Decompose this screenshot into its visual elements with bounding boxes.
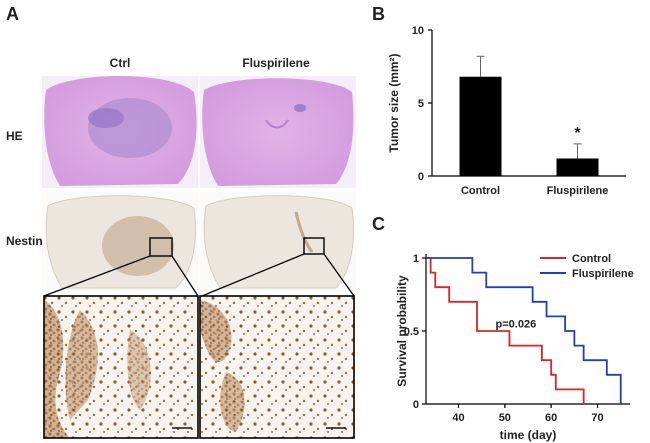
y-tick-label: 1: [413, 253, 419, 265]
panel-label-b: B: [372, 4, 385, 24]
nestin-fluspirilene-magnified: [199, 295, 355, 439]
y-axis-label: Survival probability: [395, 275, 409, 387]
y-tick-label: 0: [418, 171, 424, 183]
he-ctrl-image: [42, 76, 198, 188]
column-header-ctrl: Ctrl: [110, 56, 131, 70]
nestin-ctrl-magnified: [43, 295, 199, 439]
survival-chart: 0 0.5 1 40 50 60 70 Control Fluspirilene p=0.026 t…: [395, 253, 634, 442]
nestin-ctrl-image: [42, 192, 198, 292]
nestin-fluspirilene-image: [200, 192, 356, 292]
nestin-fluspirilene-inset-box: [303, 237, 325, 255]
he-fluspirilene-image: [200, 76, 356, 188]
y-tick-label: 5: [418, 98, 424, 110]
category-label: Fluspirilene: [547, 185, 609, 197]
column-header-fluspirilene: Fluspirilene: [242, 56, 310, 70]
row-label-nestin: Nestin: [6, 234, 43, 248]
p-value-annotation: p=0.026: [496, 319, 537, 331]
significance-marker: *: [574, 125, 581, 142]
series-line-control: [426, 257, 585, 404]
panel-label-a: A: [6, 4, 19, 24]
category-label: Control: [461, 185, 500, 197]
x-tick-label: 50: [499, 412, 511, 424]
x-tick-label: 40: [452, 412, 464, 424]
row-label-he: HE: [6, 129, 23, 143]
nestin-ctrl-inset-box: [149, 237, 173, 257]
legend-label: Control: [572, 253, 611, 265]
bar-control: [459, 76, 502, 176]
series-line-fluspirilene: [426, 257, 622, 404]
y-tick-label: 10: [412, 25, 424, 37]
y-tick-label: 0: [413, 399, 419, 411]
legend-label: Fluspirilene: [572, 268, 634, 280]
x-tick-label: 60: [545, 412, 557, 424]
bar-chart: 0 5 10 Control Fluspirilene * Tumor size (mm²): [387, 25, 626, 197]
y-tick-label: 0.5: [404, 326, 419, 338]
x-tick-label: 70: [591, 412, 603, 424]
panel-label-c: C: [372, 214, 385, 234]
y-axis-label: Tumor size (mm²): [387, 53, 401, 152]
x-axis-label: time (day): [500, 428, 557, 442]
bar-fluspirilene: [556, 158, 599, 176]
